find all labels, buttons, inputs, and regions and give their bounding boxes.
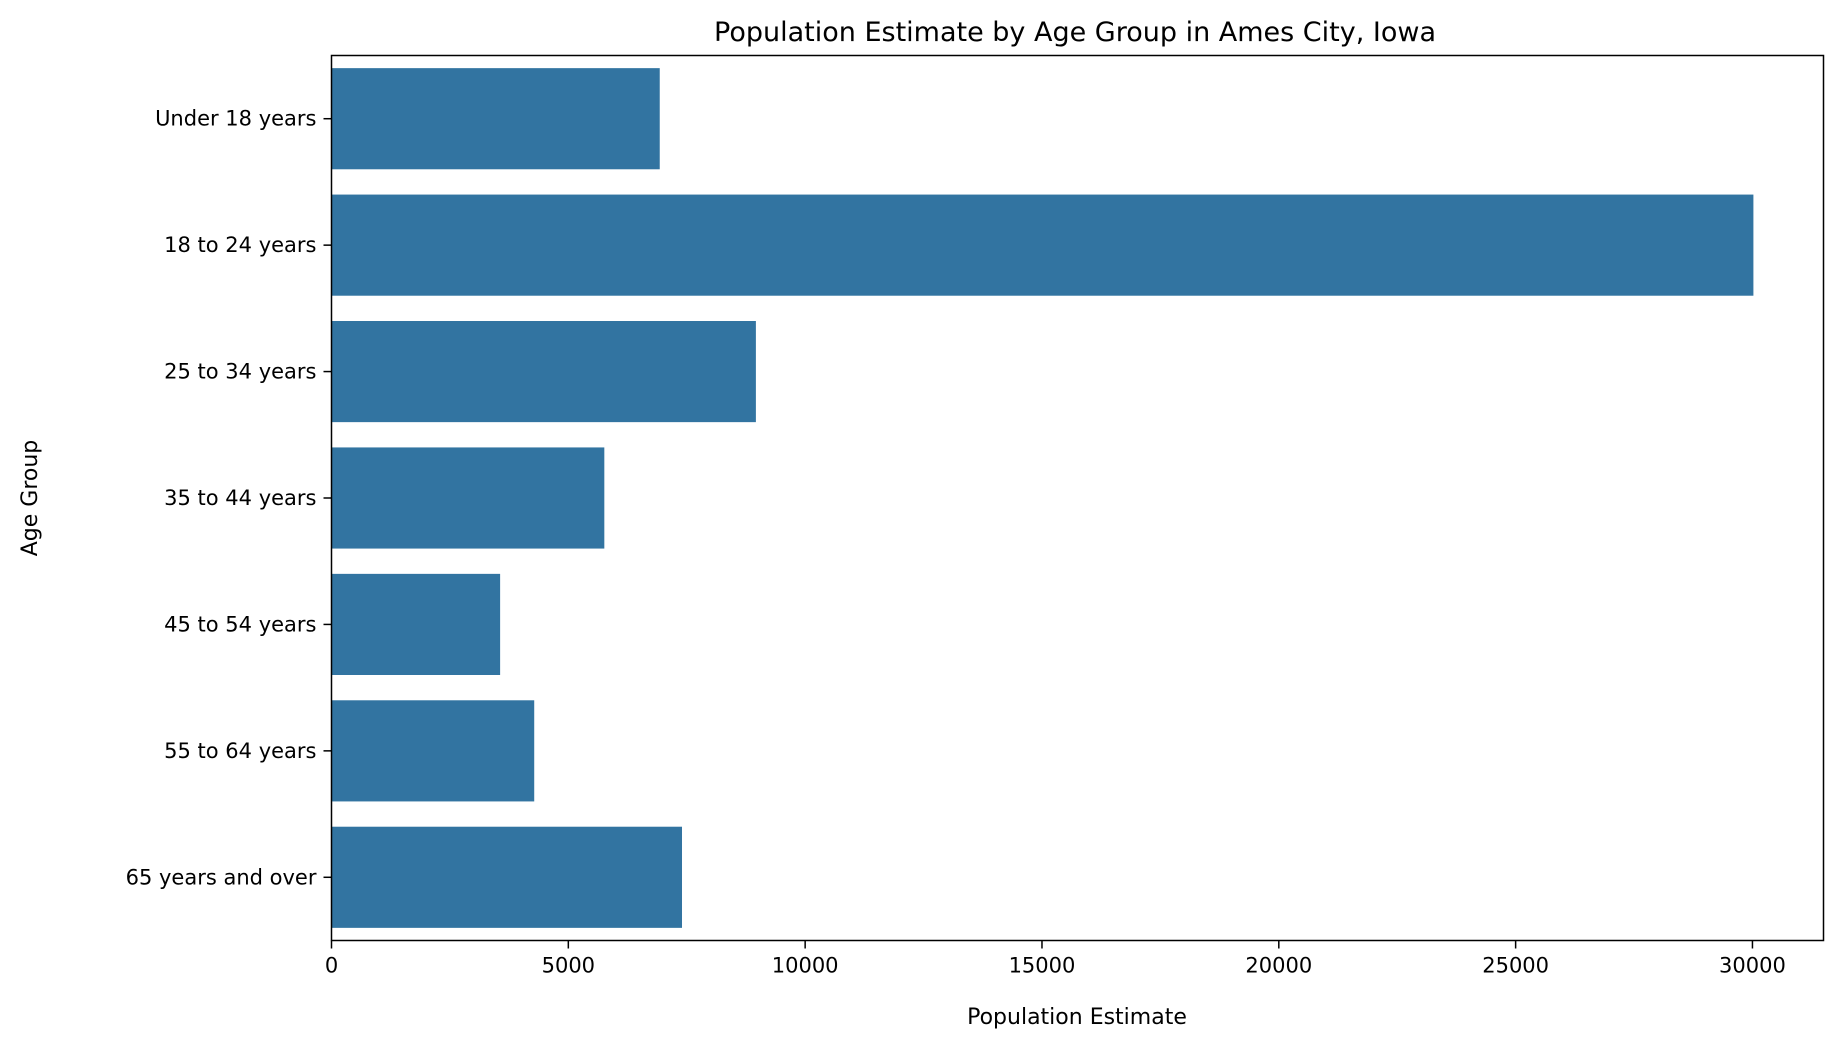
bar [331, 321, 756, 423]
y-tick-label: 45 to 54 years [164, 612, 316, 636]
chart-title: Population Estimate by Age Group in Ames… [714, 17, 1436, 48]
bar [331, 700, 535, 802]
y-tick-label: 35 to 44 years [164, 486, 316, 510]
x-tick-label: 15000 [1009, 954, 1076, 978]
bar [331, 573, 501, 675]
y-tick-label: 65 years and over [126, 865, 317, 889]
x-tick-label: 20000 [1245, 954, 1312, 978]
y-tick-label: 55 to 64 years [164, 739, 316, 763]
bar [331, 826, 683, 928]
x-tick-label: 5000 [542, 954, 595, 978]
x-axis-label: Population Estimate [967, 1005, 1187, 1030]
y-axis: Under 18 years 18 to 24 years 25 to 34 yea… [126, 107, 332, 889]
y-axis-label: Age Group [18, 440, 43, 557]
y-tick-label: 18 to 24 years [164, 233, 316, 257]
x-axis: 0 5000 10000 15000 20000 25000 30000 [325, 940, 1786, 978]
bar [331, 194, 1754, 296]
x-tick-label: 0 [325, 954, 338, 978]
y-tick-label: Under 18 years [155, 107, 316, 131]
x-tick-label: 25000 [1482, 954, 1549, 978]
bar [331, 68, 660, 170]
x-tick-label: 10000 [772, 954, 839, 978]
x-tick-label: 30000 [1719, 954, 1786, 978]
plot-frame [330, 54, 1825, 942]
bars-group [331, 68, 1754, 928]
bar [331, 447, 605, 549]
y-tick-label: 25 to 34 years [164, 360, 316, 384]
